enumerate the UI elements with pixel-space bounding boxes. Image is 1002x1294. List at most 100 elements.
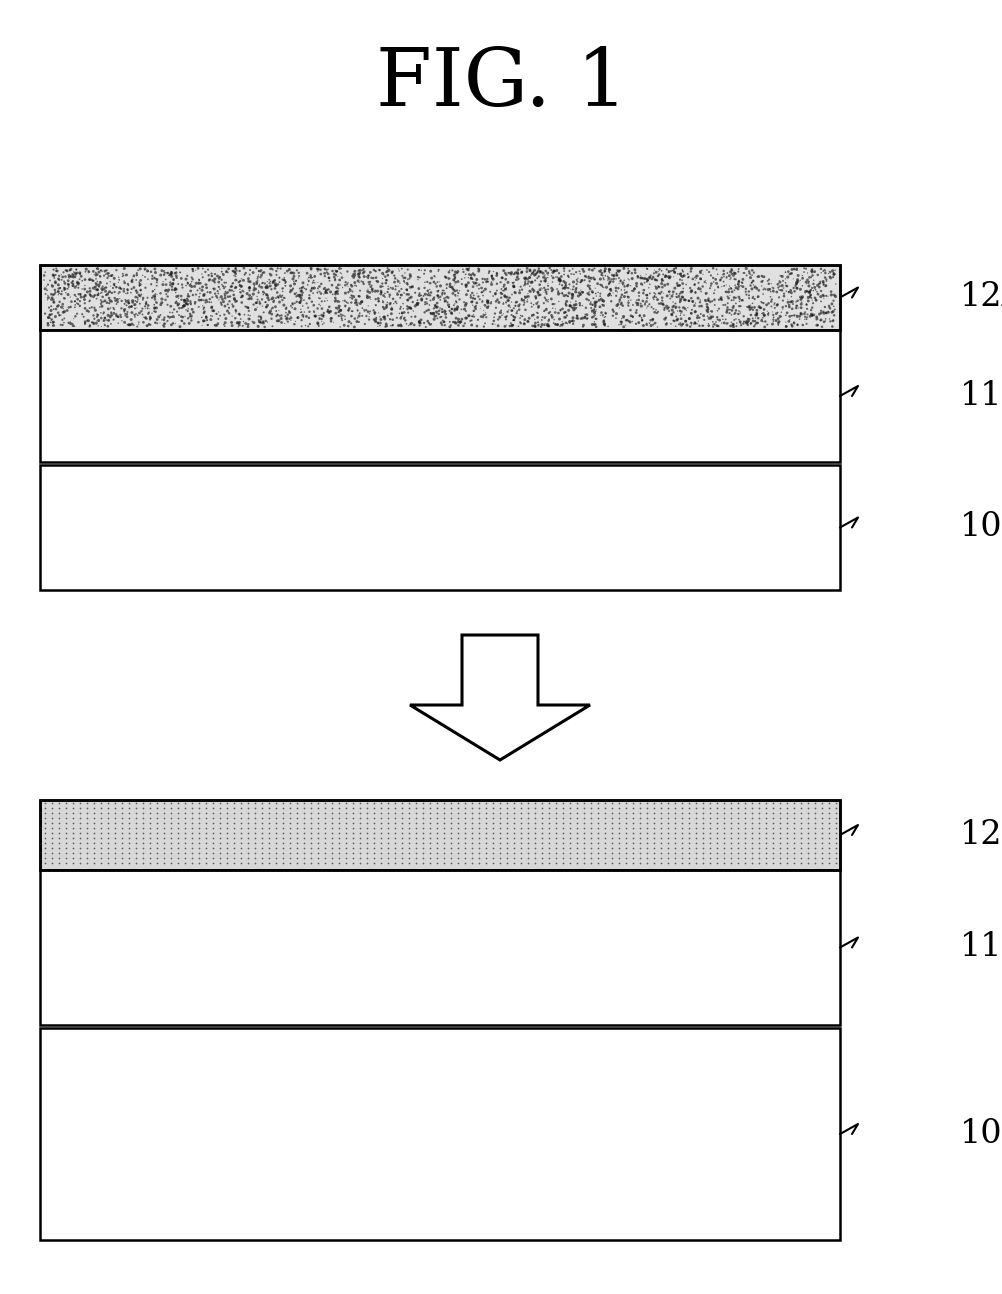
- Point: [562, 296, 578, 317]
- Point: [190, 296, 206, 317]
- Point: [799, 289, 815, 309]
- Point: [346, 317, 362, 338]
- Point: [457, 300, 473, 321]
- Point: [129, 305, 145, 326]
- Point: [483, 265, 499, 286]
- Point: [441, 312, 457, 333]
- Point: [519, 793, 535, 814]
- Point: [726, 303, 742, 324]
- Point: [382, 309, 398, 330]
- Point: [191, 278, 207, 299]
- Point: [72, 828, 88, 849]
- Point: [486, 307, 502, 327]
- Point: [467, 299, 483, 320]
- Point: [811, 273, 827, 294]
- Point: [373, 283, 389, 304]
- Point: [485, 813, 501, 833]
- Point: [275, 802, 291, 823]
- Point: [555, 313, 571, 334]
- Point: [603, 823, 619, 844]
- Point: [482, 281, 498, 302]
- Point: [656, 309, 672, 330]
- Point: [373, 793, 389, 814]
- Point: [626, 278, 642, 299]
- Point: [121, 828, 137, 849]
- Point: [659, 807, 675, 828]
- Point: [815, 289, 831, 309]
- Point: [211, 802, 227, 823]
- Point: [227, 261, 243, 282]
- Point: [59, 300, 75, 321]
- Point: [443, 828, 459, 849]
- Point: [544, 272, 560, 292]
- Point: [350, 308, 366, 329]
- Point: [793, 292, 809, 313]
- Point: [73, 283, 89, 304]
- Point: [820, 302, 836, 322]
- Point: [443, 848, 459, 868]
- Point: [57, 278, 73, 299]
- Point: [155, 272, 171, 292]
- Point: [247, 299, 264, 320]
- Point: [261, 837, 277, 858]
- Point: [142, 853, 158, 873]
- Point: [190, 842, 206, 863]
- Point: [457, 797, 473, 818]
- Point: [631, 802, 647, 823]
- Point: [785, 278, 801, 299]
- Point: [387, 793, 403, 814]
- Point: [393, 285, 409, 305]
- Point: [206, 283, 222, 304]
- Point: [98, 260, 114, 281]
- Point: [615, 274, 631, 295]
- Point: [563, 311, 579, 331]
- Point: [591, 296, 607, 317]
- Point: [758, 837, 774, 858]
- Polygon shape: [410, 635, 589, 760]
- Point: [542, 302, 558, 322]
- Point: [196, 311, 212, 331]
- Point: [669, 276, 685, 296]
- Point: [610, 797, 626, 818]
- Point: [779, 802, 795, 823]
- Point: [589, 848, 605, 868]
- Point: [79, 793, 95, 814]
- Point: [646, 260, 662, 281]
- Point: [47, 282, 63, 303]
- Point: [411, 312, 427, 333]
- Point: [48, 260, 64, 281]
- Point: [77, 313, 93, 334]
- Point: [585, 314, 601, 335]
- Point: [526, 802, 542, 823]
- Point: [524, 278, 540, 299]
- Point: [44, 818, 60, 839]
- Point: [149, 818, 165, 839]
- Point: [511, 312, 527, 333]
- Point: [647, 287, 663, 308]
- Point: [264, 280, 280, 300]
- Point: [585, 282, 601, 303]
- Point: [147, 268, 163, 289]
- Point: [289, 802, 305, 823]
- Point: [114, 848, 130, 868]
- Point: [246, 848, 263, 868]
- Point: [377, 287, 393, 308]
- Point: [286, 263, 302, 283]
- Point: [206, 264, 222, 285]
- Point: [793, 813, 809, 833]
- Point: [416, 302, 432, 322]
- Point: [316, 305, 332, 326]
- Point: [275, 269, 291, 290]
- Point: [397, 311, 413, 331]
- Point: [198, 277, 214, 298]
- Point: [232, 837, 248, 858]
- Point: [366, 848, 382, 868]
- Point: [689, 278, 705, 299]
- Point: [246, 842, 263, 863]
- Point: [601, 263, 617, 283]
- Point: [638, 823, 654, 844]
- Point: [317, 277, 333, 298]
- Point: [249, 270, 266, 291]
- Point: [408, 813, 424, 833]
- Point: [60, 312, 76, 333]
